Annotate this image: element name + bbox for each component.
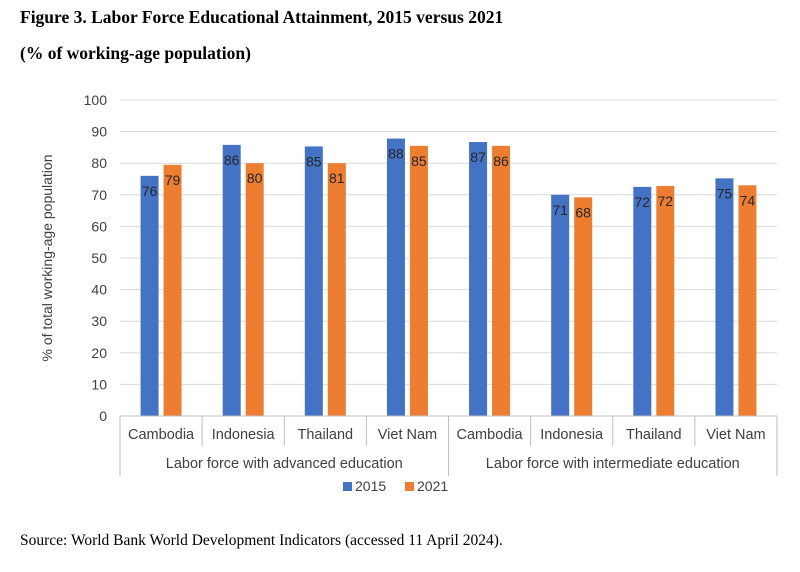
data-labels: 76 86 85 88 87 71 72 75 79 80 81 85 86 68 72 74 [142, 146, 756, 221]
data-label: 80 [247, 170, 263, 186]
figure-title: Figure 3. Labor Force Educational Attain… [20, 7, 504, 27]
data-label: 85 [411, 153, 427, 169]
data-label: 79 [165, 172, 181, 188]
bar-2021-4 [492, 145, 511, 416]
y-tick-label: 10 [91, 376, 107, 392]
bar-2021-0 [163, 164, 182, 416]
bar-2021-5 [574, 197, 593, 416]
x-tick-label: Viet Nam [706, 427, 765, 443]
bar-2015-5 [551, 194, 570, 416]
legend-swatch-2021 [405, 482, 414, 491]
y-tick-label: 0 [99, 408, 107, 424]
bar-2015-2 [304, 146, 323, 416]
bar-chart: 0 10 20 30 40 50 60 70 80 90 100 % of total workin… [39, 92, 778, 494]
x-tick-label: Thailand [626, 427, 682, 443]
bar-2021-3 [409, 145, 428, 416]
bar-2021-7 [738, 185, 757, 416]
figure-source: Source: World Bank World Development Ind… [20, 532, 503, 549]
y-tick-label: 70 [91, 187, 107, 203]
data-label: 72 [635, 194, 651, 210]
y-tick-label: 90 [91, 124, 107, 140]
bars [140, 138, 757, 416]
bar-2021-2 [327, 163, 346, 416]
x-tick-label: Indonesia [212, 427, 276, 443]
x-tick-label: Cambodia [128, 427, 195, 443]
x-tick-label: Indonesia [540, 427, 604, 443]
data-label: 88 [388, 146, 404, 162]
data-label: 87 [470, 149, 486, 165]
data-label: 71 [552, 202, 568, 218]
bar-2021-6 [656, 185, 675, 416]
y-tick-label: 50 [91, 250, 107, 266]
group-label: Labor force with intermediate education [486, 456, 740, 472]
x-tick-label: Cambodia [457, 427, 524, 443]
legend-label: 2021 [417, 478, 448, 494]
x-tick-label: Thailand [298, 427, 354, 443]
data-label: 68 [575, 204, 591, 220]
data-label: 72 [658, 193, 674, 209]
legend-label: 2015 [355, 478, 386, 494]
y-tick-label: 40 [91, 282, 107, 298]
legend-swatch-2015 [343, 482, 352, 491]
bar-2015-6 [633, 186, 652, 416]
data-label: 86 [224, 152, 240, 168]
data-label: 74 [740, 192, 756, 208]
y-tick-label: 20 [91, 345, 107, 361]
bar-2015-1 [222, 144, 241, 416]
figure-subtitle: (% of working-age population) [20, 43, 251, 63]
bar-2015-7 [715, 178, 734, 416]
bar-2015-3 [386, 138, 405, 416]
y-axis-label: % of total working-age population [39, 154, 55, 361]
y-axis-ticks: 0 10 20 30 40 50 60 70 80 90 100 [84, 92, 108, 424]
x-axis: Cambodia Indonesia Thailand Viet Nam Cambodi… [119, 415, 778, 476]
bar-2021-1 [245, 163, 264, 416]
data-label: 76 [142, 183, 158, 199]
y-tick-label: 100 [84, 92, 108, 108]
gridlines [120, 99, 777, 417]
data-label: 75 [717, 185, 733, 201]
bar-2015-0 [140, 175, 159, 416]
data-label: 85 [306, 153, 322, 169]
y-tick-label: 60 [91, 218, 107, 234]
legend: 2015 2021 [343, 478, 448, 494]
group-label: Labor force with advanced education [166, 456, 403, 472]
x-tick-label: Viet Nam [378, 427, 437, 443]
bar-2015-4 [469, 142, 488, 416]
y-tick-label: 30 [91, 313, 107, 329]
data-label: 81 [329, 170, 345, 186]
y-tick-label: 80 [91, 155, 107, 171]
data-label: 86 [493, 153, 509, 169]
